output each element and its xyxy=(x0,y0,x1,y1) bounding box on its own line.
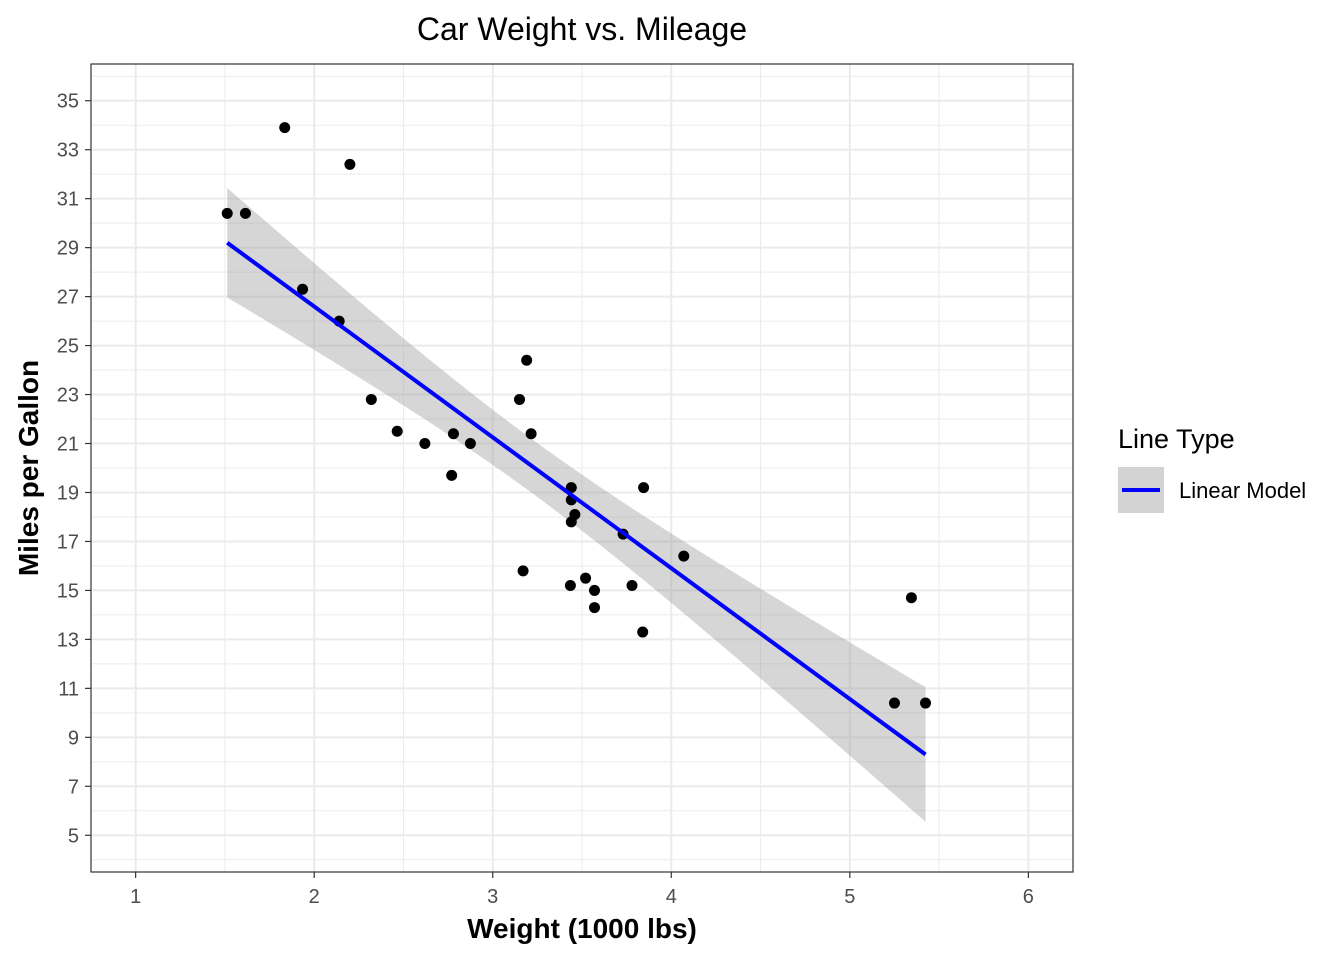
gridlines xyxy=(91,64,1073,872)
y-tick-label: 33 xyxy=(57,140,79,162)
data-point xyxy=(525,428,537,440)
data-point xyxy=(391,425,403,437)
y-tick-label: 7 xyxy=(68,776,79,798)
data-point xyxy=(279,122,291,134)
data-point xyxy=(517,565,529,577)
x-tick-label: 4 xyxy=(666,886,677,908)
confidence-band xyxy=(227,188,926,822)
plot-border xyxy=(90,63,1074,873)
data-point xyxy=(678,550,690,562)
y-axis-label: Miles per Gallon xyxy=(13,360,44,576)
y-tick-label: 29 xyxy=(57,238,79,260)
data-point xyxy=(365,393,377,405)
y-tick-label: 11 xyxy=(58,678,79,700)
x-tick-label: 5 xyxy=(844,886,855,908)
data-point xyxy=(888,697,900,709)
data-point xyxy=(564,580,576,592)
y-tick-label: 25 xyxy=(57,336,79,358)
data-point xyxy=(626,580,638,592)
x-axis-label: Weight (1000 lbs) xyxy=(467,913,697,944)
confidence-band-area xyxy=(227,188,926,822)
chart-title: Car Weight vs. Mileage xyxy=(417,11,747,47)
data-point xyxy=(588,602,600,614)
data-point xyxy=(637,626,649,638)
data-point xyxy=(920,697,932,709)
data-point xyxy=(521,354,533,366)
data-point xyxy=(446,469,458,481)
data-point xyxy=(905,592,917,604)
y-axis-ticks: 5 7 9 11 13 15 17 19 21 23 25 27 29 31 33 35 xyxy=(57,91,91,847)
y-tick-label: 23 xyxy=(57,385,79,407)
x-tick-label: 6 xyxy=(1023,886,1034,908)
data-point xyxy=(464,438,476,450)
y-tick-label: 13 xyxy=(57,629,79,651)
y-tick-label: 19 xyxy=(57,482,79,504)
data-point xyxy=(638,482,650,494)
y-tick-label: 21 xyxy=(57,434,79,456)
data-point xyxy=(580,572,592,584)
y-tick-label: 17 xyxy=(57,531,79,553)
y-tick-label: 5 xyxy=(68,825,79,847)
data-point xyxy=(588,584,600,596)
data-point xyxy=(447,428,459,440)
y-tick-label: 31 xyxy=(57,189,79,211)
data-point xyxy=(239,207,251,219)
y-tick-label: 27 xyxy=(57,287,79,309)
x-tick-label: 2 xyxy=(309,886,320,908)
legend: Line Type Linear Model xyxy=(1118,424,1306,513)
regression-line-path xyxy=(226,241,927,757)
data-point xyxy=(419,438,431,450)
legend-entry-label: Linear Model xyxy=(1179,478,1306,503)
y-tick-label: 9 xyxy=(68,727,79,749)
data-point xyxy=(565,516,577,528)
y-tick-label: 15 xyxy=(57,580,79,602)
data-point xyxy=(297,283,309,295)
y-tick-label: 35 xyxy=(57,91,79,113)
data-point xyxy=(344,158,356,170)
data-point xyxy=(514,393,526,405)
data-point xyxy=(221,207,233,219)
x-tick-label: 3 xyxy=(487,886,498,908)
legend-title: Line Type xyxy=(1118,424,1235,454)
data-points xyxy=(221,122,932,709)
x-axis-ticks: 1 2 3 4 5 6 xyxy=(130,872,1034,908)
x-tick-label: 1 xyxy=(130,886,141,908)
regression-line xyxy=(226,241,927,757)
data-point xyxy=(565,482,577,494)
